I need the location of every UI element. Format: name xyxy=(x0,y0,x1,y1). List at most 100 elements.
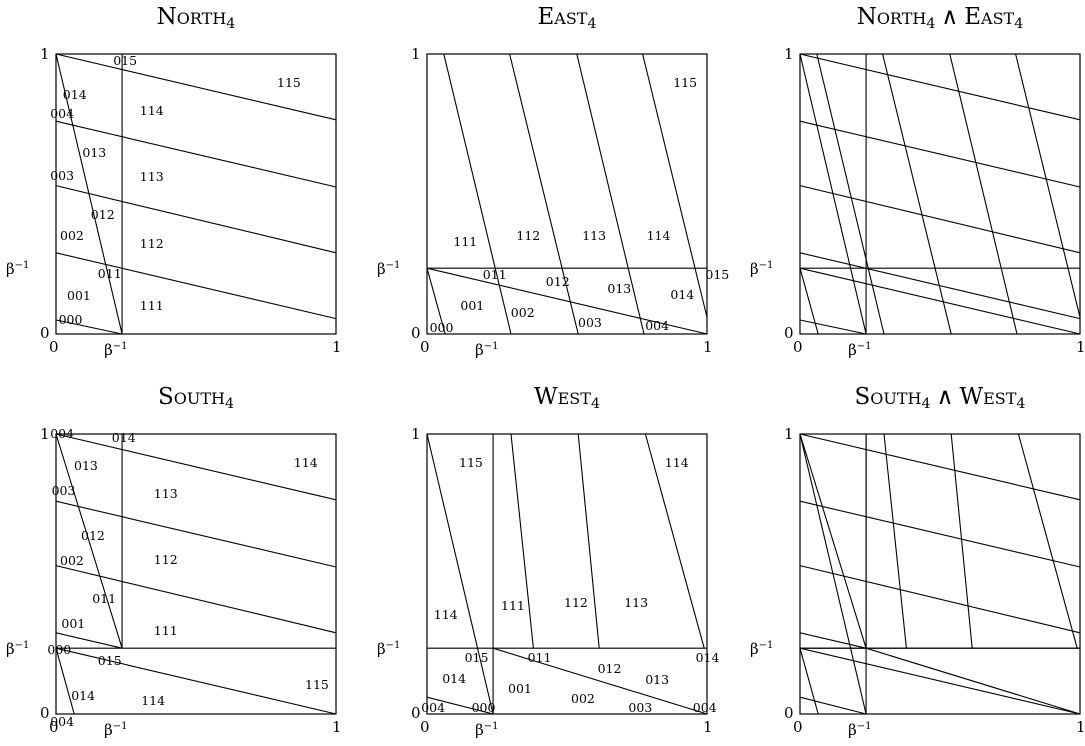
x-tick-beta-inv: β−1 xyxy=(104,339,127,358)
x-tick-zero: 0 xyxy=(49,718,59,736)
region-label: 114 xyxy=(293,455,318,471)
plot-area xyxy=(55,53,337,335)
partition-line xyxy=(492,647,708,715)
region-label: 113 xyxy=(582,228,607,243)
region-label: 012 xyxy=(90,207,115,222)
region-label: 004 xyxy=(50,714,75,730)
plot-area xyxy=(799,433,1081,715)
plot-frame xyxy=(426,433,708,715)
region-label: 003 xyxy=(628,700,653,716)
inverse-exponent: −1 xyxy=(483,341,499,352)
plot-frame xyxy=(55,433,337,715)
title-wedge: ∧ xyxy=(941,4,959,30)
region-label: 004 xyxy=(692,700,717,716)
plot-frame xyxy=(799,433,1081,715)
region-label: 011 xyxy=(527,650,552,665)
region-label: 012 xyxy=(81,528,105,544)
partition-line xyxy=(577,433,600,649)
y-tick-one: 1 xyxy=(784,425,794,443)
y-tick-one: 1 xyxy=(411,45,421,63)
region-label: 112 xyxy=(516,228,541,243)
partition-line xyxy=(799,319,867,335)
partition-line xyxy=(55,565,337,634)
partition-line xyxy=(55,252,337,320)
y-tick-one: 1 xyxy=(411,425,421,443)
panel-north: North4 000 015 014 004 115 114 013 003 113 012 002 1… xyxy=(0,2,376,362)
partition-line xyxy=(426,433,494,715)
partition-line xyxy=(816,53,885,335)
y-tick-beta-inv: β−1 xyxy=(377,258,400,277)
title-wedge: ∧ xyxy=(936,384,954,410)
region-label: 015 xyxy=(464,650,489,665)
region-label: 002 xyxy=(571,690,595,706)
region-label: 112 xyxy=(139,236,164,252)
region-label: 014 xyxy=(71,687,96,703)
y-tick-beta-inv: β−1 xyxy=(6,258,29,277)
region-label: 015 xyxy=(705,267,730,283)
beta-symbol: β xyxy=(104,341,113,359)
region-label: 001 xyxy=(61,616,86,632)
partition-line xyxy=(55,632,123,649)
partition-line xyxy=(949,53,1018,335)
title-word: West xyxy=(959,384,1017,410)
region-label: 113 xyxy=(139,169,164,185)
partition-line xyxy=(883,433,907,649)
partition-line xyxy=(799,632,867,649)
partition-line xyxy=(576,53,645,335)
partition-line xyxy=(55,648,75,715)
region-label: 002 xyxy=(510,305,535,320)
region-label: 113 xyxy=(153,486,178,502)
region-label: 000 xyxy=(47,641,72,657)
inverse-exponent: −1 xyxy=(758,640,774,652)
beta-symbol: β xyxy=(104,721,113,739)
title-subscript: 4 xyxy=(921,395,931,412)
title-word: North xyxy=(856,4,927,30)
inverse-exponent: −1 xyxy=(385,640,401,652)
partition-line xyxy=(799,53,1081,121)
title-subscript: 4 xyxy=(926,15,936,32)
region-label: 002 xyxy=(60,228,84,243)
partition-line xyxy=(882,53,952,335)
region-label: 115 xyxy=(673,75,698,91)
x-tick-beta-inv: β−1 xyxy=(848,339,871,358)
title-subscript: 4 xyxy=(587,15,597,32)
region-label: 004 xyxy=(421,700,446,716)
region-label: 111 xyxy=(453,233,478,249)
y-tick-one: 1 xyxy=(784,45,794,63)
partition-line xyxy=(799,433,867,715)
y-tick-beta-inv: β−1 xyxy=(6,638,29,657)
partition-line xyxy=(55,433,337,501)
title-subscript: 4 xyxy=(224,395,235,412)
region-label: 114 xyxy=(139,103,164,119)
plot-frame xyxy=(426,53,708,335)
beta-symbol: β xyxy=(750,640,759,659)
region-label: 115 xyxy=(459,455,483,471)
x-tick-one: 1 xyxy=(1076,338,1085,356)
plot-area xyxy=(426,53,708,335)
plot-area xyxy=(55,433,337,715)
inverse-exponent: −1 xyxy=(856,721,872,732)
partition-line xyxy=(55,500,337,568)
region-label: 003 xyxy=(578,314,602,330)
partition-line xyxy=(426,696,494,715)
x-tick-zero: 0 xyxy=(793,718,803,736)
panel-ne: North4 ∧ East4 0 1 β−1 0 1 β−1 xyxy=(740,2,1085,362)
x-tick-beta-inv: β−1 xyxy=(104,719,127,738)
region-label: 002 xyxy=(60,553,84,569)
partition-line xyxy=(799,565,1081,634)
beta-symbol: β xyxy=(6,260,15,279)
partition-line xyxy=(55,647,337,715)
beta-symbol: β xyxy=(848,721,857,739)
partition-line xyxy=(799,647,1081,715)
beta-symbol: β xyxy=(475,721,484,739)
partition-line xyxy=(799,267,1081,335)
y-tick-one: 1 xyxy=(40,45,50,63)
partition-line xyxy=(799,268,819,335)
region-label: 000 xyxy=(58,312,83,327)
partition-line xyxy=(55,185,337,254)
partition-line xyxy=(443,53,512,335)
plot-frame xyxy=(799,53,1081,335)
x-tick-one: 1 xyxy=(332,338,342,356)
region-label: 011 xyxy=(482,267,507,283)
partition-line xyxy=(55,319,123,335)
